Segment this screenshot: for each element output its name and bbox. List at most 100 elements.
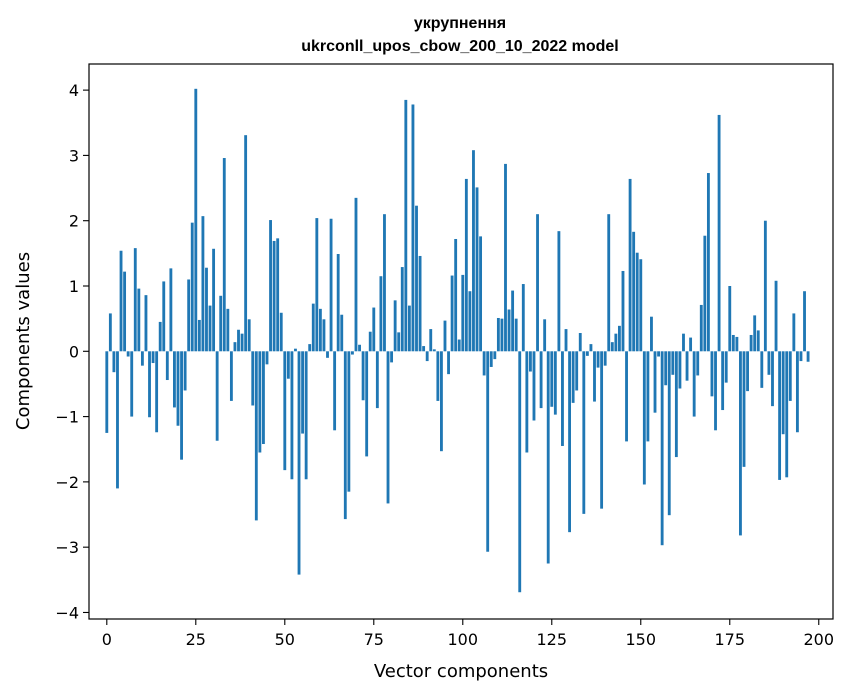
bar-170 — [710, 351, 714, 397]
bar-191 — [785, 351, 789, 478]
bar-126 — [553, 351, 557, 415]
x-axis-ticks: 0 25 50 75 100 125 150 175 200 — [102, 619, 834, 649]
bar-26 — [197, 319, 201, 352]
bar-148 — [632, 231, 636, 352]
bar-162 — [682, 333, 685, 352]
y-tick-label: 0 — [69, 342, 79, 361]
bar-65 — [336, 254, 340, 352]
bar-169 — [706, 173, 710, 352]
bar-94 — [440, 351, 443, 452]
bar-104 — [475, 187, 479, 352]
bar-161 — [678, 351, 682, 389]
bar-54 — [297, 351, 301, 575]
bar-84 — [404, 99, 408, 352]
bar-109 — [493, 351, 497, 360]
bar-144 — [617, 325, 621, 352]
bar-24 — [190, 222, 194, 352]
x-tick-label: 125 — [537, 630, 568, 649]
bar-47 — [272, 240, 276, 352]
bar-60 — [318, 308, 322, 352]
bar-112 — [504, 163, 507, 352]
bar-13 — [151, 351, 155, 364]
bar-187 — [771, 351, 774, 407]
bar-137 — [593, 351, 596, 402]
bar-4 — [119, 250, 123, 352]
bar-194 — [795, 351, 799, 433]
x-tick-label: 75 — [364, 630, 384, 649]
bar-93 — [436, 351, 440, 401]
bar-129 — [564, 329, 568, 352]
chart-subtitle: ukrconll_upos_cbow_200_10_2022 model — [301, 38, 618, 55]
bar-48 — [276, 238, 280, 352]
bar-175 — [728, 286, 732, 352]
bar-140 — [603, 351, 607, 366]
bar-131 — [571, 351, 575, 403]
bar-23 — [187, 279, 191, 352]
bar-120 — [532, 351, 536, 421]
bar-55 — [301, 351, 305, 434]
bar-21 — [180, 351, 183, 460]
bar-143 — [614, 333, 618, 352]
bar-113 — [507, 309, 511, 352]
bar-33 — [222, 158, 226, 352]
bar-125 — [550, 351, 554, 407]
bar-51 — [286, 351, 290, 379]
y-tick-label: −4 — [55, 603, 79, 622]
bar-119 — [528, 351, 532, 372]
bar-9 — [137, 288, 141, 352]
bar-82 — [397, 332, 401, 352]
bar-174 — [724, 351, 728, 383]
bar-121 — [536, 214, 539, 352]
bar-45 — [265, 351, 269, 365]
bar-114 — [511, 290, 515, 352]
bar-44 — [262, 351, 265, 445]
bars-group — [105, 88, 810, 593]
x-tick-label: 150 — [625, 630, 656, 649]
bar-81 — [393, 300, 397, 352]
bar-160 — [674, 351, 678, 458]
bar-186 — [767, 351, 771, 375]
bar-34 — [226, 308, 230, 352]
bar-178 — [739, 351, 742, 536]
bar-107 — [486, 351, 490, 552]
bar-102 — [468, 291, 472, 352]
bar-87 — [415, 205, 418, 352]
bar-14 — [155, 351, 159, 433]
y-axis-ticks: −4 −3 −2 −1 0 1 2 3 4 — [55, 81, 89, 622]
bar-88 — [418, 255, 422, 352]
bar-5 — [123, 271, 127, 352]
bar-190 — [781, 351, 785, 435]
bar-179 — [742, 351, 746, 467]
bar-182 — [753, 315, 757, 352]
bar-19 — [173, 351, 176, 408]
bar-132 — [575, 351, 579, 391]
bar-1 — [108, 313, 112, 352]
bar-139 — [600, 351, 604, 509]
bar-72 — [361, 351, 365, 401]
x-tick-label: 200 — [803, 630, 834, 649]
bar-39 — [244, 135, 248, 352]
bar-18 — [169, 268, 173, 352]
x-tick-label: 0 — [102, 630, 112, 649]
bar-142 — [610, 342, 614, 352]
bar-62 — [326, 351, 329, 358]
bar-193 — [792, 313, 796, 352]
bar-115 — [514, 318, 518, 352]
bar-124 — [546, 351, 550, 564]
bar-130 — [568, 351, 571, 533]
bar-146 — [625, 351, 628, 442]
bar-151 — [642, 351, 646, 485]
y-tick-label: 2 — [69, 212, 79, 231]
bar-136 — [589, 344, 593, 352]
bar-85 — [407, 305, 411, 352]
bar-42 — [254, 351, 258, 521]
bar-27 — [201, 216, 205, 352]
bar-155 — [657, 351, 660, 357]
bar-80 — [390, 351, 394, 363]
bar-75 — [372, 307, 376, 352]
bar-123 — [543, 319, 547, 352]
bar-147 — [628, 178, 632, 352]
y-tick-label: −1 — [55, 408, 79, 427]
bar-46 — [269, 220, 272, 352]
bar-165 — [692, 351, 696, 417]
